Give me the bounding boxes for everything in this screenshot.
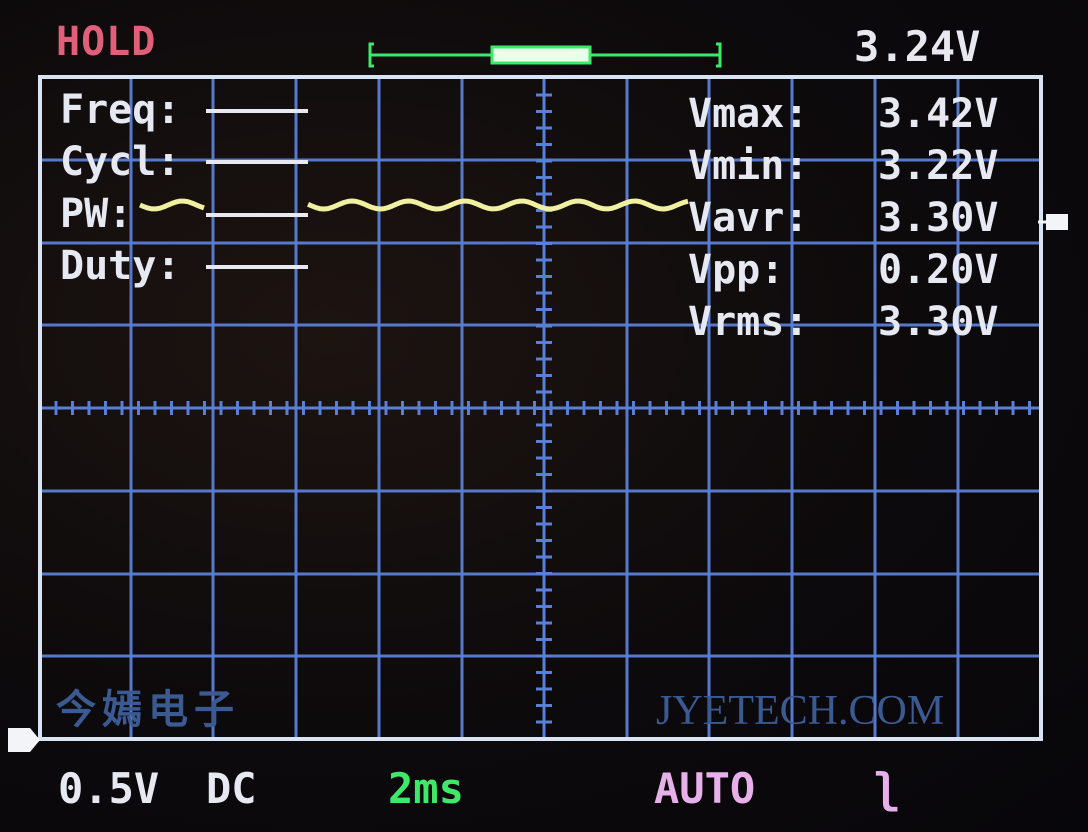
vrms-label: Vrms: [688, 299, 809, 345]
vmax-value: 3.42V [878, 91, 999, 137]
timebase[interactable]: 2ms [388, 764, 464, 813]
vpp-label: Vpp: [688, 247, 785, 293]
cycle-label: Cycl: [60, 139, 181, 185]
position-window [490, 45, 592, 65]
pulse-width-label: PW: [60, 191, 133, 237]
vrms-value: 3.30V [878, 299, 999, 345]
vavr-label: Vavr: [688, 195, 809, 241]
trigger-level-readout: 3.24V [854, 22, 981, 71]
trigger-level-marker [1046, 214, 1068, 230]
display-frame [38, 75, 1043, 741]
vmax-label: Vmax: [688, 91, 809, 137]
brand-watermark-chinese: 今嫣电子 [56, 687, 240, 733]
trigger-mode[interactable]: AUTO [654, 764, 756, 813]
measurement-blank-lines [206, 109, 308, 269]
freq-label: Freq: [60, 87, 181, 133]
signal-trace-segment [307, 198, 689, 212]
center-vertical-ticks [536, 93, 552, 724]
vavr-value: 3.30V [878, 195, 999, 241]
vmin-value: 3.22V [878, 143, 999, 189]
ground-level-marker [8, 728, 40, 752]
vmin-label: Vmin: [688, 143, 809, 189]
center-horizontal-ticks [54, 401, 1031, 415]
trigger-edge-icon[interactable]: ʅ [874, 764, 900, 813]
horizontal-position-bar[interactable] [368, 40, 722, 70]
vpp-value: 0.20V [878, 247, 999, 293]
coupling-mode[interactable]: DC [206, 764, 257, 813]
duty-label: Duty: [60, 243, 181, 289]
volts-per-div[interactable]: 0.5V [58, 764, 160, 813]
signal-trace [139, 198, 205, 212]
brand-watermark-url: JYETECH.COM [656, 688, 945, 734]
hold-status: HOLD [56, 19, 157, 65]
